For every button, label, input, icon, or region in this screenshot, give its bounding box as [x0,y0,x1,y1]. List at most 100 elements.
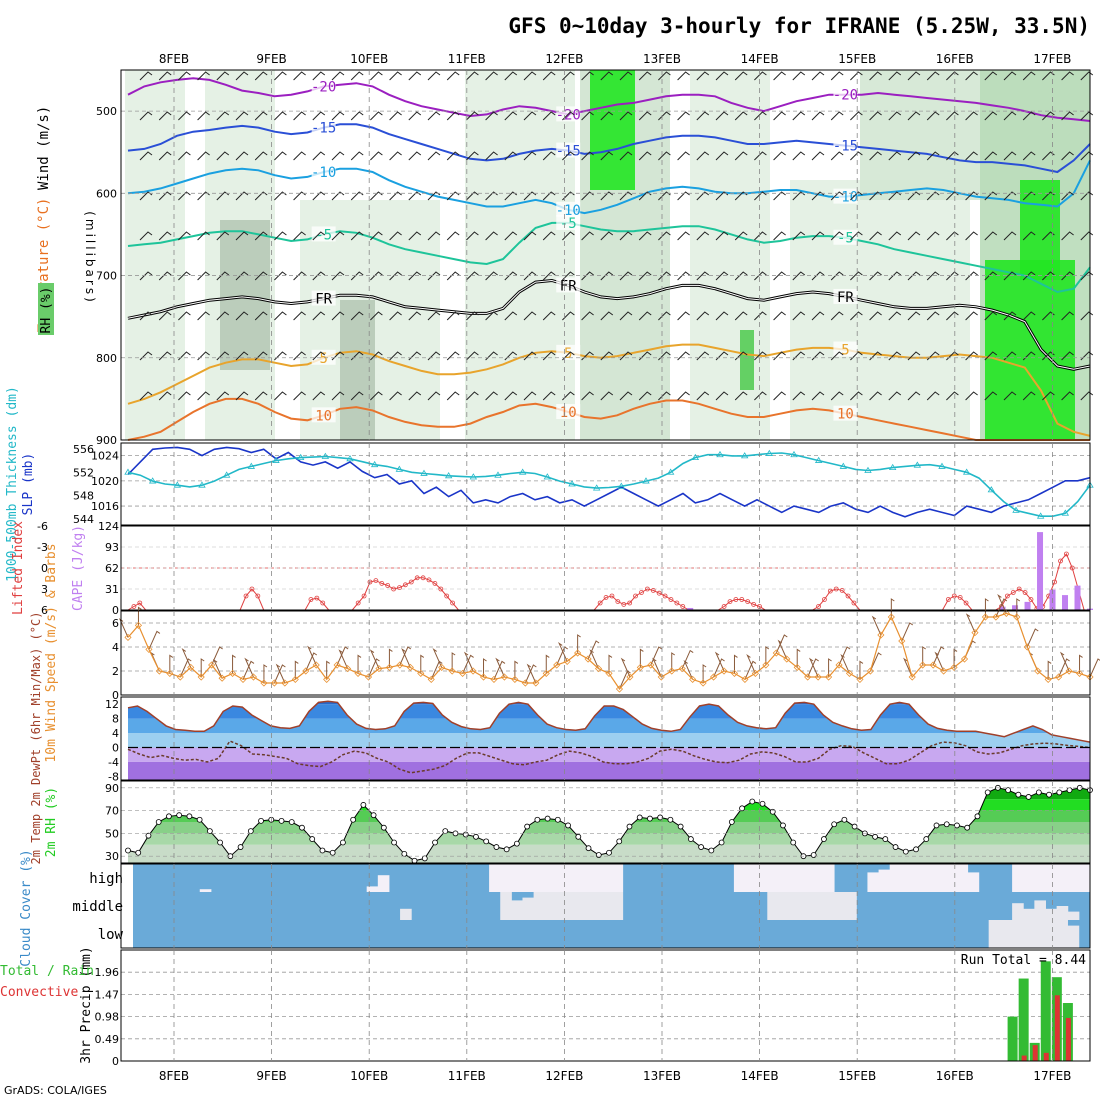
wind-marker [354,669,362,677]
wind-tick: 2 [112,665,119,678]
thickness-marker [962,468,971,475]
rh-marker [749,798,756,805]
wind-barb [734,191,748,201]
wind-barb [715,351,729,361]
isotherm--20 [127,77,1091,122]
wind-barb [773,231,786,241]
thickness-marker [420,469,428,476]
panel-bg [121,950,1090,1061]
wind-barb [446,311,460,321]
li-marker [945,597,951,602]
wind-barb [562,271,575,281]
wind-barb [907,71,921,81]
isotherm-label--15: -15 [556,144,581,160]
li-marker [1016,586,1022,592]
rh-marker [1015,791,1022,798]
wind-marker [438,663,446,671]
wind-barb [562,151,575,161]
wind-tick: 0 [112,689,119,702]
wind-barb [638,191,652,201]
wind-barb [619,231,633,241]
rh-marker [1005,787,1012,794]
wind-barb [158,311,172,321]
rh-marker [872,833,878,840]
rh-tick: 70 [105,805,119,818]
wind-barb [350,351,364,361]
wind-barb [581,231,594,241]
thickness-axis-label: 1000-500mb Thickness (dm) [5,386,20,582]
wind-barb [658,71,671,81]
wind-barb [158,391,172,401]
cloud-cell [1078,864,1091,892]
cloud-cell [522,897,535,920]
wind-marker [835,661,843,669]
wind-barb [408,71,422,81]
cloud-cell [500,864,512,892]
isotherm-label-bg [833,229,858,245]
isotherm-label-bg [556,344,581,360]
wind-barb [888,311,902,321]
wind-barb [773,111,786,121]
li-marker [650,588,656,593]
cape-tick: 93 [105,541,119,554]
wind-barb [869,271,882,281]
rh-marker [698,844,705,850]
rh-marker [1056,789,1063,796]
wind-barb [830,231,844,241]
wind-barb [485,191,498,201]
rh-legend-swatch [38,283,54,335]
slp-axis-label: SLP (mb) [21,453,36,516]
cloud-cell [789,864,802,892]
wind-barb [504,391,518,401]
rh-marker [851,823,858,830]
wind-barb [807,658,819,678]
cloud-cell [566,892,579,920]
wind-barb [370,231,383,241]
wind-barb [485,351,498,361]
wind-barb [811,231,825,241]
cloud-cell [945,864,957,892]
wind-barb [922,646,926,665]
precip-conv-bar [1054,995,1060,1061]
wind-barb [523,391,537,401]
wind-barb [777,639,788,660]
wind-barb [888,191,902,201]
rh-marker [626,823,633,830]
rh-marker [524,823,531,830]
wind-barb [619,191,633,201]
pressure-tick: 800 [96,352,117,365]
wind-barb [658,191,671,201]
pressure-tick: 900 [96,434,117,447]
wind-barb [523,271,537,281]
cloud-cell [533,864,546,892]
wind-barb [504,191,518,201]
wind-barb [274,191,287,201]
wind-barb [888,151,902,161]
li-marker [721,604,727,609]
rh-marker [616,838,623,845]
wind-barb [754,351,767,361]
wind-marker [1002,609,1010,617]
wind-barb [254,311,268,321]
li-marker [827,588,833,594]
wind-marker [898,637,906,645]
wind-barb [715,391,729,401]
wind-barb [984,391,998,401]
wind-barb [1061,191,1074,201]
wind-barb [1022,71,1036,81]
wind-barb [118,618,129,638]
wind-marker [751,669,759,677]
wind-marker [511,675,519,683]
wind-barb [389,151,402,161]
wind-barb [811,391,825,401]
wind-marker [469,667,477,675]
date-label-bottom: 9FEB [256,1069,286,1083]
wind-barb [232,654,236,674]
wind-barb [638,231,652,241]
rh-marker [902,848,909,855]
wind-marker [730,669,739,677]
wind-barb [838,646,851,666]
rh-marker [319,847,326,854]
cloud-cell [1022,920,1035,948]
